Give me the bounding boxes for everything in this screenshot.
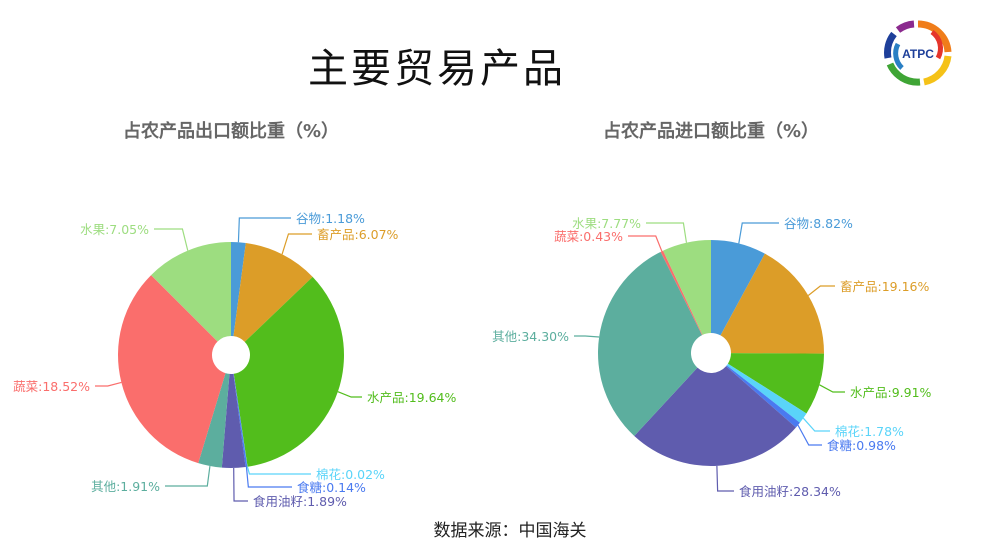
pie-slice-畜产品[interactable] bbox=[233, 242, 313, 342]
leader-line-食糖 bbox=[797, 424, 822, 446]
data-label-食糖: 食糖:0.14% bbox=[297, 480, 366, 495]
atpc-logo: ATPC bbox=[884, 20, 952, 86]
data-label-棉花: 棉花:1.78% bbox=[835, 424, 904, 439]
data-label-畜产品: 畜产品:19.16% bbox=[840, 279, 929, 294]
data-label-其他: 其他:34.30% bbox=[492, 329, 569, 344]
leader-line-蔬菜 bbox=[95, 381, 122, 387]
pie-slice-其他[interactable] bbox=[198, 373, 230, 468]
data-label-棉花: 棉花:0.02% bbox=[316, 467, 385, 482]
svg-text:ATPC: ATPC bbox=[902, 47, 934, 61]
export-pie: 谷物:1.18%畜产品:6.07% 水产品:19.64% 棉花:0.02%食糖:0.… bbox=[13, 211, 456, 509]
leader-line-谷物 bbox=[738, 222, 779, 244]
leader-line-水产品 bbox=[819, 384, 845, 393]
pie-slice-水果[interactable] bbox=[151, 242, 231, 342]
pie-slice-食糖[interactable] bbox=[726, 365, 800, 428]
leader-line-食用油籽 bbox=[233, 467, 248, 502]
leader-line-食糖 bbox=[245, 466, 292, 488]
pie-slice-其他[interactable] bbox=[598, 251, 703, 436]
leader-line-水产品 bbox=[337, 391, 362, 398]
data-label-水果: 水果:7.05% bbox=[80, 222, 149, 237]
pie-slice-谷物[interactable] bbox=[231, 242, 246, 337]
pie-slice-畜产品[interactable] bbox=[720, 253, 825, 354]
leader-line-水果 bbox=[646, 222, 688, 243]
pie-slice-水产品[interactable] bbox=[233, 276, 344, 467]
data-label-谷物: 谷物:1.18% bbox=[296, 211, 365, 226]
pie-slice-食用油籽[interactable] bbox=[221, 373, 246, 468]
leader-line-蔬菜 bbox=[628, 235, 663, 252]
pie-slice-谷物[interactable] bbox=[711, 240, 765, 336]
pie-slice-蔬菜[interactable] bbox=[660, 250, 703, 336]
pie-slice-水产品[interactable] bbox=[727, 353, 824, 414]
data-label-蔬菜: 蔬菜:0.43% bbox=[554, 229, 623, 244]
leader-line-谷物 bbox=[237, 217, 291, 243]
export-chart-title: 占农产品出口额比重（%） bbox=[122, 121, 340, 142]
leader-line-其他 bbox=[165, 465, 211, 487]
leader-line-畜产品 bbox=[281, 233, 312, 255]
page-title: 主要贸易产品 bbox=[308, 46, 566, 92]
data-label-食糖: 食糖:0.98% bbox=[827, 438, 896, 453]
data-label-其他: 其他:1.91% bbox=[91, 479, 160, 494]
import-chart-title: 占农产品进口额比重（%） bbox=[602, 121, 820, 142]
leader-line-畜产品 bbox=[807, 285, 835, 296]
leader-line-食用油籽 bbox=[716, 465, 734, 492]
pie-slice-蔬菜[interactable] bbox=[117, 275, 226, 464]
data-label-食用油籽: 食用油籽:28.34% bbox=[739, 484, 841, 499]
pie-slice-棉花[interactable] bbox=[726, 363, 807, 423]
data-label-谷物: 谷物:8.82% bbox=[784, 216, 853, 231]
data-label-蔬菜: 蔬菜:18.52% bbox=[13, 379, 90, 394]
leader-line-棉花 bbox=[246, 466, 311, 475]
data-label-水产品: 水产品:19.64% bbox=[367, 390, 456, 405]
import-pie: 谷物:8.82% 畜产品:19.16% 水产品:9.91% 棉花:1.78%食糖:0.… bbox=[492, 216, 931, 499]
pie-slice-食糖[interactable] bbox=[233, 373, 248, 468]
data-source: 数据来源：中国海关 bbox=[433, 521, 587, 541]
data-label-水果: 水果:7.77% bbox=[572, 216, 641, 231]
pie-slice-食用油籽[interactable] bbox=[634, 366, 796, 466]
data-label-水产品: 水产品:9.91% bbox=[850, 385, 932, 400]
leader-line-棉花 bbox=[802, 417, 830, 432]
data-label-畜产品: 畜产品:6.07% bbox=[317, 227, 399, 242]
leader-line-水果 bbox=[154, 228, 189, 251]
pie-slice-水果[interactable] bbox=[663, 240, 711, 335]
leader-line-其他 bbox=[574, 335, 600, 338]
pie-slice-棉花[interactable] bbox=[233, 373, 248, 467]
data-label-食用油籽: 食用油籽:1.89% bbox=[253, 494, 347, 509]
